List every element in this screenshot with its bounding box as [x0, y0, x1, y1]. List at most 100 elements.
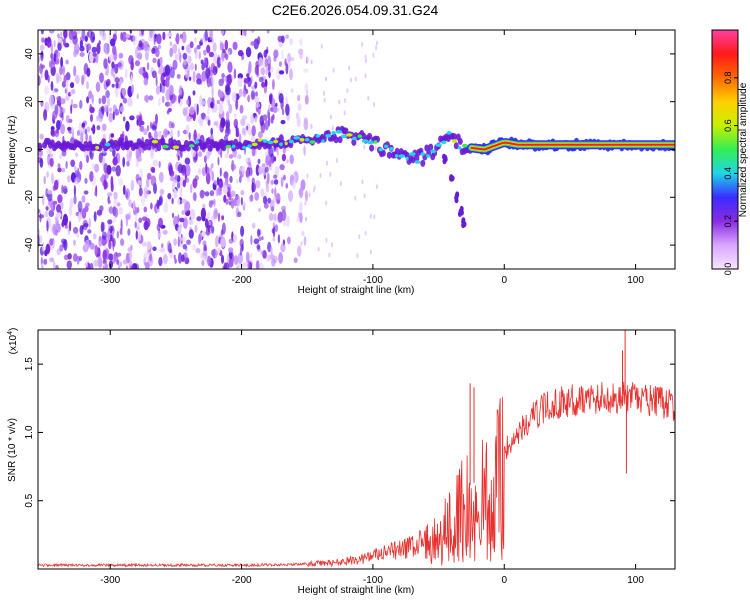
noise-speckle — [39, 157, 44, 168]
noise-speckle — [239, 30, 245, 37]
noise-speckle — [39, 235, 43, 244]
noise-speckle — [264, 79, 268, 87]
noise-speckle — [125, 33, 130, 39]
noise-speckle — [209, 30, 213, 41]
noise-speckle — [103, 179, 108, 190]
noise-speckle — [272, 113, 275, 120]
noise-speckle — [224, 153, 229, 159]
noise-speckle — [221, 30, 225, 36]
noise-speckle — [73, 185, 76, 197]
noise-speckle — [232, 234, 238, 242]
noise-speckle — [306, 173, 309, 179]
noise-speckle — [228, 154, 234, 159]
noise-speckle — [242, 262, 248, 268]
branch-blob — [455, 191, 460, 198]
noise-speckle — [44, 69, 49, 81]
noise-speckle — [261, 163, 266, 168]
noise-speckle — [59, 154, 62, 159]
snr-xtick-label: 100 — [627, 575, 644, 586]
noise-speckle — [372, 52, 375, 58]
noise-speckle — [141, 30, 144, 36]
noise-speckle — [216, 176, 220, 186]
noise-speckle — [290, 88, 294, 93]
noise-speckle — [350, 77, 353, 83]
noise-speckle — [240, 118, 246, 126]
noise-speckle — [106, 164, 112, 175]
noise-speckle — [199, 114, 202, 123]
noise-speckle — [76, 130, 81, 136]
noise-speckle — [122, 156, 126, 168]
noise-speckle — [143, 186, 148, 199]
noise-speckle — [297, 103, 302, 112]
noise-speckle — [265, 67, 268, 76]
noise-speckle — [107, 223, 111, 229]
noise-speckle — [107, 219, 113, 225]
noise-speckle — [217, 156, 220, 166]
noise-speckle — [39, 213, 42, 223]
noise-speckle — [107, 192, 113, 197]
noise-speckle — [258, 57, 263, 67]
snr-xtick-label: -100 — [363, 575, 383, 586]
noise-speckle — [376, 40, 378, 46]
noise-speckle — [264, 166, 269, 173]
noise-speckle — [44, 85, 49, 95]
noise-speckle — [167, 242, 172, 253]
noise-speckle — [50, 203, 54, 211]
noise-speckle — [242, 89, 246, 98]
snr-xlabel: Height of straight line (km) — [298, 585, 415, 596]
noise-speckle — [155, 85, 161, 95]
noise-speckle — [158, 98, 161, 107]
noise-speckle — [118, 52, 124, 59]
noise-speckle — [192, 178, 198, 189]
noise-speckle — [186, 115, 191, 122]
noise-speckle — [261, 57, 268, 69]
noise-speckle — [238, 133, 242, 144]
noise-speckle — [50, 125, 55, 131]
noise-speckle — [81, 195, 86, 203]
spectrogram-ytick-label: -40 — [24, 237, 35, 252]
noise-speckle — [365, 58, 367, 64]
ridge-blob — [189, 144, 195, 148]
noise-speckle — [45, 188, 49, 198]
noise-speckle — [149, 252, 153, 262]
noise-speckle — [177, 214, 180, 223]
noise-speckle — [208, 220, 212, 226]
ridge-blob — [441, 140, 447, 145]
noise-speckle — [267, 241, 272, 253]
noise-speckle — [373, 214, 376, 220]
noise-speckle — [298, 186, 304, 199]
ridge-blob — [325, 134, 332, 138]
noise-speckle — [174, 174, 178, 181]
spectrogram-ytick-label: 20 — [24, 96, 35, 108]
noise-speckle — [135, 173, 140, 182]
noise-speckle — [178, 85, 183, 97]
noise-speckle — [79, 99, 83, 109]
ridge-blob — [394, 154, 399, 158]
noise-speckle — [41, 194, 45, 206]
noise-speckle — [107, 199, 111, 204]
noise-speckle — [40, 50, 44, 62]
noise-speckle — [49, 30, 55, 34]
noise-speckle — [156, 233, 162, 238]
noise-speckle — [237, 49, 244, 57]
noise-speckle — [65, 86, 68, 97]
noise-speckle — [208, 200, 213, 208]
ridge-blob — [446, 131, 452, 135]
noise-speckle — [159, 188, 165, 195]
noise-speckle — [60, 98, 66, 105]
noise-speckle — [163, 202, 168, 214]
noise-speckle — [242, 201, 246, 209]
noise-speckle — [325, 200, 328, 206]
noise-speckle — [109, 38, 116, 47]
spectrogram-xtick-label: -300 — [100, 275, 120, 286]
noise-speckle — [117, 61, 123, 70]
noise-speckle — [256, 244, 261, 250]
noise-speckle — [241, 127, 246, 135]
noise-speckle — [157, 131, 162, 138]
noise-speckle — [207, 119, 211, 126]
noise-speckle — [65, 115, 70, 124]
noise-speckle — [130, 265, 135, 269]
noise-speckle — [265, 180, 269, 187]
noise-speckle — [204, 191, 210, 197]
